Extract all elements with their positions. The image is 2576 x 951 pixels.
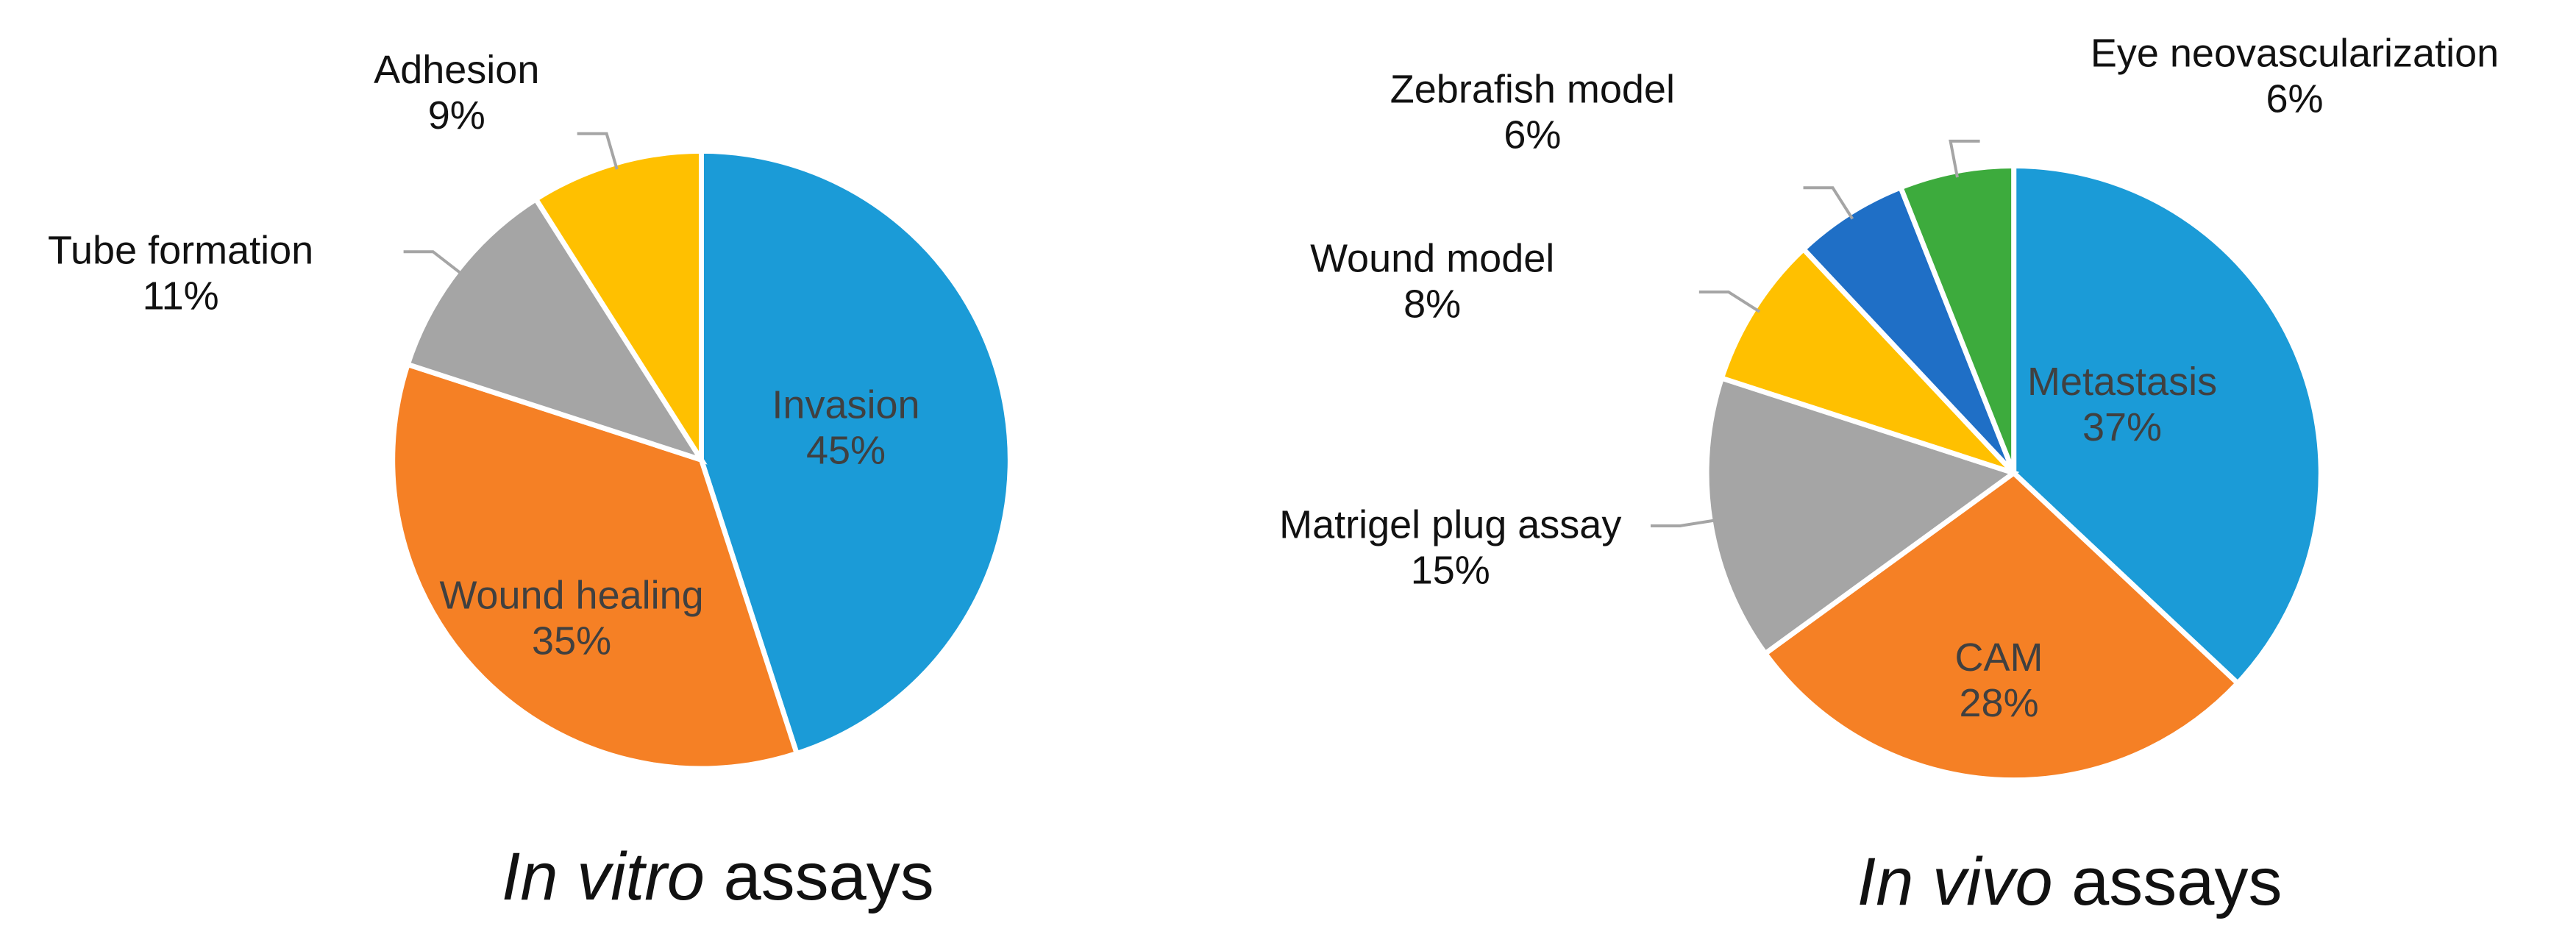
pie-slice [1761,469,2241,783]
leader-line [1650,519,1717,527]
chart-title: In vitro assays [502,839,934,914]
title-part: In vitro [502,839,705,914]
slice-label: Metastasis [2027,360,2217,404]
slice-label: Invasion [772,382,919,427]
slice-value-label: 9% [428,93,485,138]
slice-label: Wound healing [439,573,703,617]
leader-line [403,250,463,276]
pie-slice [698,148,1013,757]
title-part: assays [723,839,933,914]
slice-label: Tube formation [48,228,313,272]
slice-value-label: 35% [532,619,611,663]
slice-value-label: 8% [1403,282,1461,327]
slice-value-label: 6% [1504,113,1561,157]
slice-value-label: 28% [1960,681,2039,725]
title-part: assays [2071,844,2282,919]
chart-title: In vivo assays [1857,844,2283,919]
slice-label: Matrigel plug assay [1279,502,1621,546]
leader-line [1803,186,1854,220]
slice-value-label: 11% [143,274,219,318]
pie-slice [2011,163,2324,687]
slice-value-label: 37% [2082,405,2162,449]
slice-label: Zebrafish model [1390,68,1675,112]
leader-line [1698,290,1761,313]
title-part: In vivo [1857,844,2053,919]
slice-value-label: 6% [2266,76,2323,121]
leader-line [577,132,619,170]
slice-value-label: 15% [1411,548,1490,592]
slice-label: Wound model [1310,237,1554,281]
slice-label: CAM [1955,635,2043,680]
leader-line [1949,139,1980,178]
slice-label: Adhesion [374,48,539,92]
slice-label: Eye neovascularization [2091,31,2499,75]
pie-slice [390,361,800,772]
slice-value-label: 45% [806,428,886,472]
